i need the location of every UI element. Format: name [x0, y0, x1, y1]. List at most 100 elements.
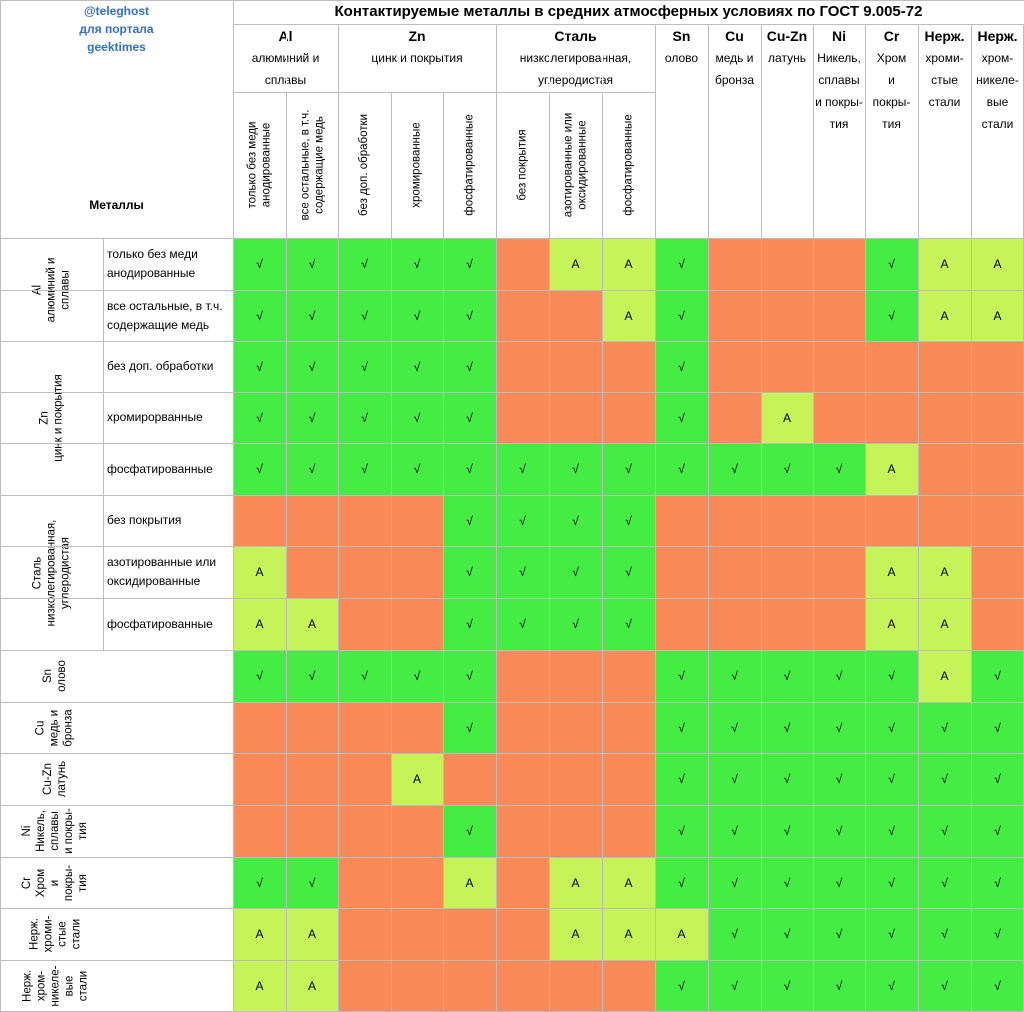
matrix-cell[interactable]: [233, 753, 286, 805]
matrix-cell[interactable]: √: [918, 702, 971, 753]
matrix-cell[interactable]: √: [865, 960, 918, 1012]
matrix-cell[interactable]: √: [233, 443, 286, 495]
matrix-cell[interactable]: [708, 598, 761, 650]
matrix-cell[interactable]: [602, 805, 655, 857]
matrix-cell[interactable]: √: [286, 857, 338, 908]
matrix-cell[interactable]: [496, 960, 549, 1012]
matrix-cell[interactable]: √: [549, 495, 602, 546]
matrix-cell[interactable]: [338, 908, 391, 960]
matrix-cell[interactable]: √: [655, 753, 708, 805]
matrix-cell[interactable]: √: [286, 238, 338, 290]
matrix-cell[interactable]: A: [918, 238, 971, 290]
matrix-cell[interactable]: √: [865, 650, 918, 702]
matrix-cell[interactable]: √: [865, 857, 918, 908]
matrix-cell[interactable]: √: [338, 238, 391, 290]
matrix-cell[interactable]: √: [761, 908, 813, 960]
matrix-cell[interactable]: √: [443, 238, 496, 290]
matrix-cell[interactable]: [496, 702, 549, 753]
matrix-cell[interactable]: A: [443, 857, 496, 908]
matrix-cell[interactable]: [918, 443, 971, 495]
matrix-cell[interactable]: √: [761, 650, 813, 702]
matrix-cell[interactable]: [338, 546, 391, 598]
matrix-cell[interactable]: √: [813, 805, 865, 857]
matrix-cell[interactable]: [496, 290, 549, 341]
matrix-cell[interactable]: √: [496, 546, 549, 598]
matrix-cell[interactable]: [233, 702, 286, 753]
matrix-cell[interactable]: √: [971, 753, 1024, 805]
matrix-cell[interactable]: A: [918, 598, 971, 650]
matrix-cell[interactable]: √: [813, 753, 865, 805]
matrix-cell[interactable]: [338, 702, 391, 753]
matrix-cell[interactable]: √: [443, 495, 496, 546]
matrix-cell[interactable]: [602, 960, 655, 1012]
matrix-cell[interactable]: A: [602, 857, 655, 908]
matrix-cell[interactable]: [918, 392, 971, 443]
matrix-cell[interactable]: [813, 495, 865, 546]
matrix-cell[interactable]: [338, 960, 391, 1012]
matrix-cell[interactable]: √: [971, 857, 1024, 908]
matrix-cell[interactable]: √: [443, 546, 496, 598]
matrix-cell[interactable]: [708, 238, 761, 290]
matrix-cell[interactable]: A: [918, 546, 971, 598]
matrix-cell[interactable]: [496, 650, 549, 702]
matrix-cell[interactable]: √: [286, 392, 338, 443]
matrix-cell[interactable]: [813, 238, 865, 290]
matrix-cell[interactable]: √: [338, 392, 391, 443]
matrix-cell[interactable]: √: [655, 290, 708, 341]
matrix-cell[interactable]: [443, 960, 496, 1012]
matrix-cell[interactable]: A: [865, 546, 918, 598]
matrix-cell[interactable]: √: [865, 805, 918, 857]
matrix-cell[interactable]: √: [233, 290, 286, 341]
matrix-cell[interactable]: [708, 495, 761, 546]
matrix-cell[interactable]: [761, 495, 813, 546]
matrix-cell[interactable]: √: [761, 857, 813, 908]
matrix-cell[interactable]: √: [971, 650, 1024, 702]
matrix-cell[interactable]: [602, 702, 655, 753]
matrix-cell[interactable]: A: [286, 598, 338, 650]
matrix-cell[interactable]: √: [286, 341, 338, 392]
matrix-cell[interactable]: A: [233, 546, 286, 598]
matrix-cell[interactable]: [391, 495, 443, 546]
matrix-cell[interactable]: √: [602, 598, 655, 650]
matrix-cell[interactable]: [443, 908, 496, 960]
matrix-cell[interactable]: √: [708, 650, 761, 702]
matrix-cell[interactable]: [496, 753, 549, 805]
matrix-cell[interactable]: [286, 753, 338, 805]
matrix-cell[interactable]: [708, 546, 761, 598]
matrix-cell[interactable]: √: [813, 702, 865, 753]
matrix-cell[interactable]: [549, 753, 602, 805]
matrix-cell[interactable]: [813, 290, 865, 341]
matrix-cell[interactable]: √: [918, 960, 971, 1012]
matrix-cell[interactable]: √: [708, 960, 761, 1012]
matrix-cell[interactable]: √: [865, 238, 918, 290]
matrix-cell[interactable]: A: [602, 908, 655, 960]
matrix-cell[interactable]: [391, 960, 443, 1012]
matrix-cell[interactable]: √: [655, 392, 708, 443]
matrix-cell[interactable]: [602, 650, 655, 702]
matrix-cell[interactable]: [549, 702, 602, 753]
matrix-cell[interactable]: A: [233, 960, 286, 1012]
matrix-cell[interactable]: √: [233, 341, 286, 392]
matrix-cell[interactable]: [286, 702, 338, 753]
matrix-cell[interactable]: √: [655, 650, 708, 702]
matrix-cell[interactable]: √: [708, 443, 761, 495]
matrix-cell[interactable]: [286, 495, 338, 546]
matrix-cell[interactable]: [602, 341, 655, 392]
matrix-cell[interactable]: [761, 341, 813, 392]
matrix-cell[interactable]: √: [655, 805, 708, 857]
matrix-cell[interactable]: A: [233, 598, 286, 650]
matrix-cell[interactable]: √: [602, 546, 655, 598]
matrix-cell[interactable]: √: [443, 805, 496, 857]
matrix-cell[interactable]: [496, 238, 549, 290]
matrix-cell[interactable]: √: [338, 341, 391, 392]
matrix-cell[interactable]: √: [443, 702, 496, 753]
matrix-cell[interactable]: [338, 495, 391, 546]
matrix-cell[interactable]: √: [813, 960, 865, 1012]
matrix-cell[interactable]: [761, 546, 813, 598]
matrix-cell[interactable]: [813, 341, 865, 392]
matrix-cell[interactable]: [391, 546, 443, 598]
matrix-cell[interactable]: A: [602, 238, 655, 290]
matrix-cell[interactable]: [549, 392, 602, 443]
matrix-cell[interactable]: [971, 443, 1024, 495]
matrix-cell[interactable]: √: [865, 290, 918, 341]
